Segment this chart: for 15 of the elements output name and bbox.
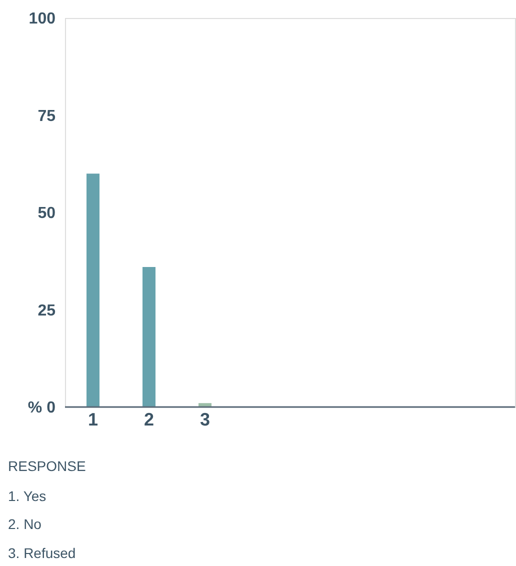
bar <box>142 266 156 407</box>
y-tick-label: 50 <box>38 205 56 222</box>
y-tick-label: 100 <box>28 10 56 28</box>
bar <box>86 174 100 407</box>
y-tick-label: 75 <box>38 108 56 125</box>
x-tick-label: 1 <box>88 410 98 430</box>
text: 2. No <box>8 516 42 532</box>
text: 1. Yes <box>8 488 46 504</box>
x-tick-label: 2 <box>144 410 154 430</box>
y-tick-label: % 0 <box>28 400 56 416</box>
text: 3. Refused <box>8 545 76 561</box>
x-tick-label: 3 <box>200 410 210 430</box>
text: RESPONSE <box>8 458 86 474</box>
bar <box>198 403 212 407</box>
y-tick-label: 25 <box>38 302 56 320</box>
